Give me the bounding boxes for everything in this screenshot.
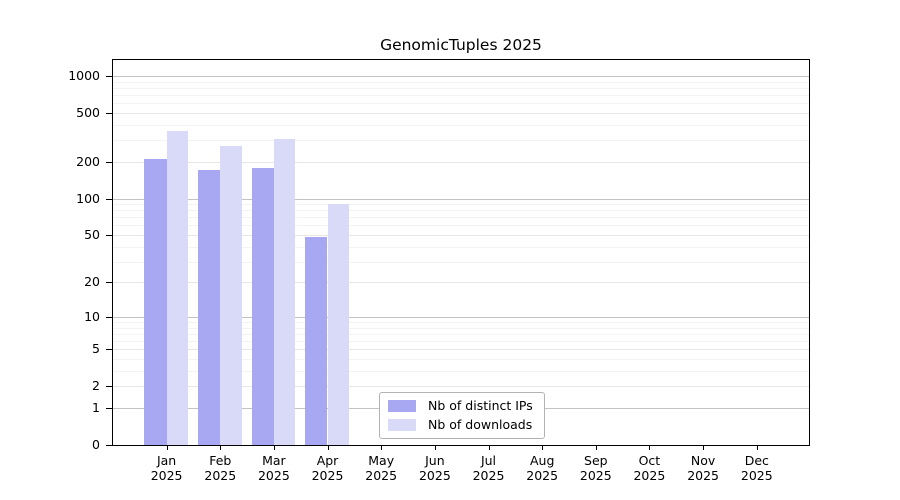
- x-tick-label-may: May 2025: [365, 453, 398, 483]
- x-tick-mark: [166, 445, 168, 450]
- gridline: [113, 246, 809, 248]
- x-tick-mark: [488, 445, 490, 450]
- legend-label-downloads: Nb of downloads: [428, 417, 533, 432]
- x-tick-label-jun: Jun 2025: [418, 453, 451, 483]
- gridline-major: [113, 76, 809, 77]
- chart-title: GenomicTuples 2025: [380, 36, 542, 54]
- legend-item-downloads: Nb of downloads: [388, 417, 536, 433]
- y-tick-label: 100: [76, 190, 100, 206]
- x-tick-label-dec: Dec 2025: [740, 453, 773, 483]
- bar-downloads-mar: [273, 138, 296, 445]
- y-tick-label: 200: [76, 153, 100, 169]
- gridline: [113, 322, 809, 323]
- y-tick-label: 50: [84, 227, 100, 242]
- y-tick-label: 10: [84, 308, 100, 324]
- x-tick-label-jul: Jul 2025: [472, 453, 505, 483]
- y-tick-label: 1000: [68, 68, 100, 83]
- bar-downloads-apr: [327, 203, 349, 445]
- x-tick-mark: [542, 445, 544, 450]
- gridline: [113, 225, 809, 227]
- gridline: [113, 204, 809, 206]
- gridline: [113, 235, 809, 236]
- y-tick-label: 5: [92, 341, 100, 357]
- bar-distinct-ips-mar: [251, 167, 274, 445]
- legend: Nb of distinct IPs Nb of downloads: [379, 392, 545, 439]
- y-tick-mark: [106, 235, 113, 236]
- gridline: [113, 210, 809, 212]
- bar-distinct-ips-feb: [197, 170, 221, 445]
- gridline: [113, 333, 809, 335]
- legend-item-distinct-ips: Nb of distinct IPs: [388, 398, 536, 414]
- gridline: [113, 124, 809, 126]
- gridline: [113, 81, 809, 83]
- x-tick-mark: [220, 445, 222, 450]
- gridline: [113, 327, 809, 329]
- bar-distinct-ips-apr: [305, 237, 328, 445]
- x-tick-mark: [381, 445, 383, 450]
- x-tick-mark: [649, 445, 651, 450]
- y-tick-label: 1: [92, 400, 100, 415]
- x-tick-mark: [756, 445, 758, 450]
- x-tick-label-apr: Apr 2025: [311, 453, 344, 483]
- x-tick-label-mar: Mar 2025: [257, 453, 290, 483]
- x-tick-mark: [434, 445, 436, 450]
- y-tick-mark: [106, 113, 113, 114]
- gridline: [113, 261, 809, 263]
- gridline: [113, 341, 809, 343]
- x-tick-mark: [273, 445, 275, 450]
- x-tick-label-jan: Jan 2025: [150, 453, 183, 483]
- y-tick-mark: [106, 282, 113, 284]
- gridline: [113, 95, 809, 96]
- y-tick-mark: [106, 76, 113, 77]
- gridline: [113, 217, 809, 219]
- x-tick-label-nov: Nov 2025: [687, 453, 719, 483]
- gridline: [113, 359, 809, 360]
- x-tick-mark: [595, 445, 597, 450]
- y-tick-label: 2: [92, 378, 100, 394]
- y-tick-mark: [106, 316, 113, 318]
- legend-swatch-downloads: [388, 419, 416, 431]
- gridline: [113, 140, 809, 142]
- y-tick-mark: [106, 198, 113, 200]
- y-tick-mark: [106, 386, 113, 388]
- bar-distinct-ips-jan: [144, 159, 167, 445]
- legend-label-distinct-ips: Nb of distinct IPs: [428, 398, 533, 413]
- x-tick-label-aug: Aug 2025: [526, 453, 559, 483]
- y-tick-mark: [106, 408, 113, 409]
- plot-area: [112, 59, 810, 446]
- x-tick-label-sep: Sep 2025: [579, 453, 612, 483]
- gridline: [113, 113, 809, 114]
- x-tick-mark: [703, 445, 705, 450]
- gridline: [113, 161, 809, 163]
- y-tick-label: 0: [92, 437, 100, 452]
- gridline-major: [113, 198, 809, 200]
- gridline: [113, 87, 809, 89]
- legend-swatch-distinct-ips: [388, 400, 416, 412]
- y-tick-mark: [106, 445, 113, 446]
- gridline-major: [113, 316, 809, 318]
- x-tick-label-feb: Feb 2025: [204, 453, 237, 483]
- x-tick-label-oct: Oct 2025: [633, 453, 666, 483]
- gridline: [113, 371, 809, 372]
- gridline: [113, 103, 809, 105]
- gridline: [113, 349, 809, 351]
- bar-downloads-jan: [166, 131, 188, 445]
- y-tick-mark: [106, 349, 113, 351]
- y-tick-label: 500: [76, 105, 100, 120]
- gridline: [113, 386, 809, 388]
- x-tick-mark: [327, 445, 329, 450]
- bar-downloads-feb: [220, 145, 242, 445]
- y-tick-mark: [106, 161, 113, 163]
- y-tick-label: 20: [84, 274, 100, 290]
- gridline: [113, 282, 809, 284]
